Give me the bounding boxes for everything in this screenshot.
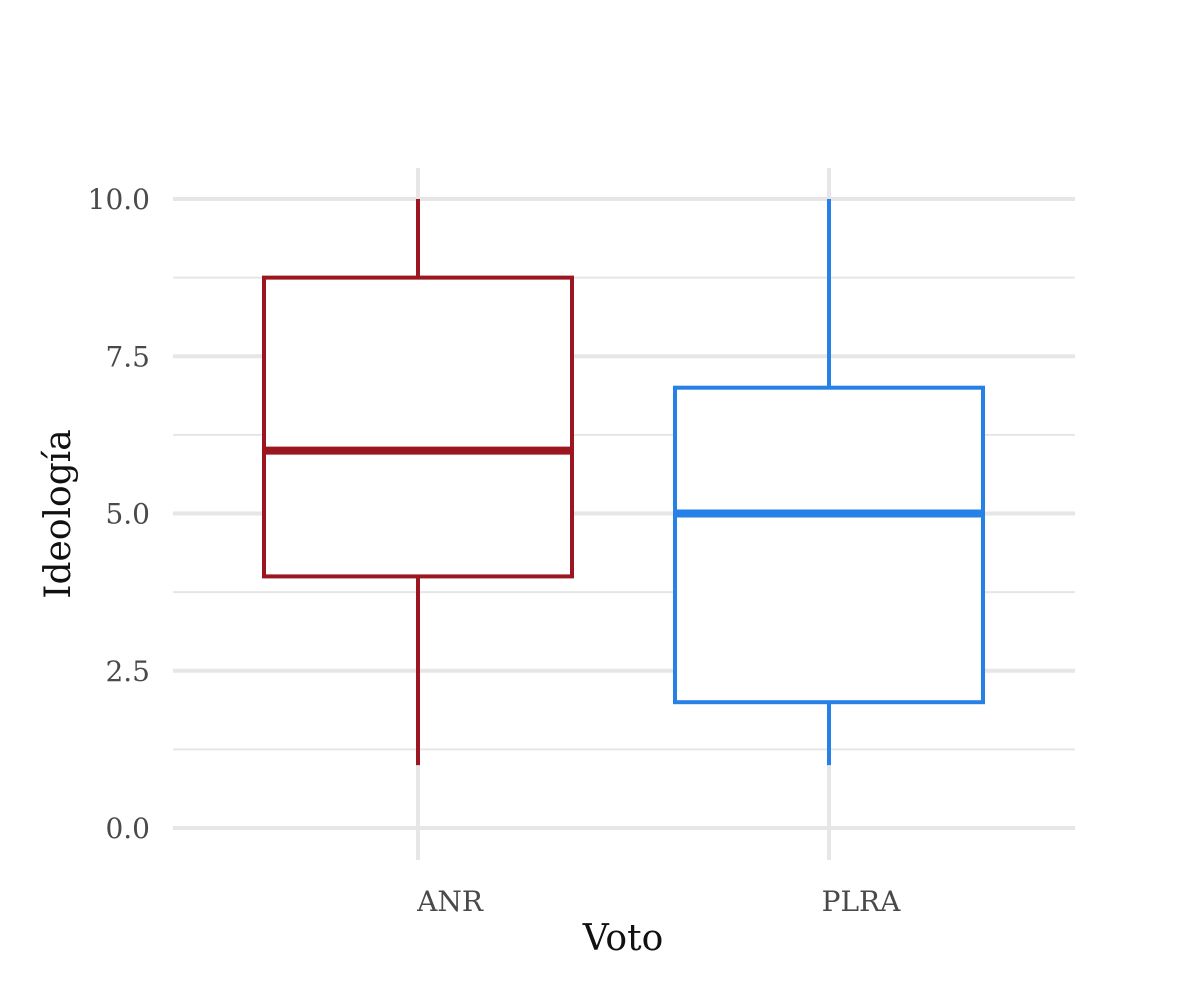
- y-tick-label: 7.5: [105, 340, 150, 373]
- x-tick-label: ANR: [416, 885, 484, 918]
- y-tick-label: 2.5: [105, 655, 150, 688]
- x-axis-title: Voto: [582, 918, 664, 959]
- box-anr: [262, 275, 574, 579]
- y-tick-label: 10.0: [88, 183, 150, 216]
- x-tick-label: PLRA: [822, 885, 902, 918]
- y-tick-label: 0.0: [105, 812, 150, 845]
- tick-layer: 0.0 2.5 5.0 7.5 10.0 ANR PLRA: [88, 183, 901, 918]
- y-axis-title: Ideología: [38, 429, 79, 598]
- y-tick-label: 5.0: [105, 498, 150, 531]
- box-layer: [262, 199, 985, 766]
- box-plra: [673, 385, 985, 705]
